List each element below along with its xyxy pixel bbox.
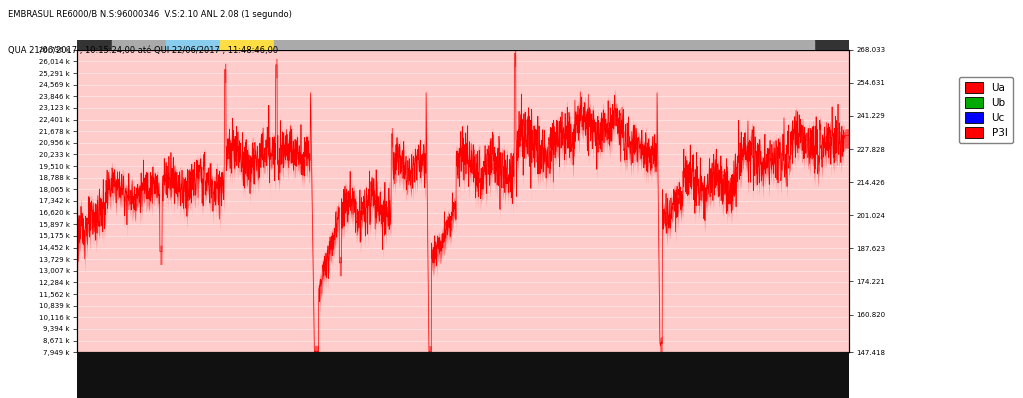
Bar (112, 40, 166, 50)
Bar (274, 40, 814, 50)
Bar (220, 40, 274, 50)
Text: EMBRASUL RE6000/B N.S:96000346  V.S:2.10 ANL 2.08 (1 segundo): EMBRASUL RE6000/B N.S:96000346 V.S:2.10 … (8, 10, 292, 19)
Bar (166, 40, 220, 50)
Text: QUA 21/06/2017 , 10:15:24,00 até QUI 22/06/2017 , 11:48:46,00: QUA 21/06/2017 , 10:15:24,00 até QUI 22/… (8, 46, 278, 55)
Legend: Ua, Ub, Uc, P3I: Ua, Ub, Uc, P3I (960, 77, 1013, 143)
